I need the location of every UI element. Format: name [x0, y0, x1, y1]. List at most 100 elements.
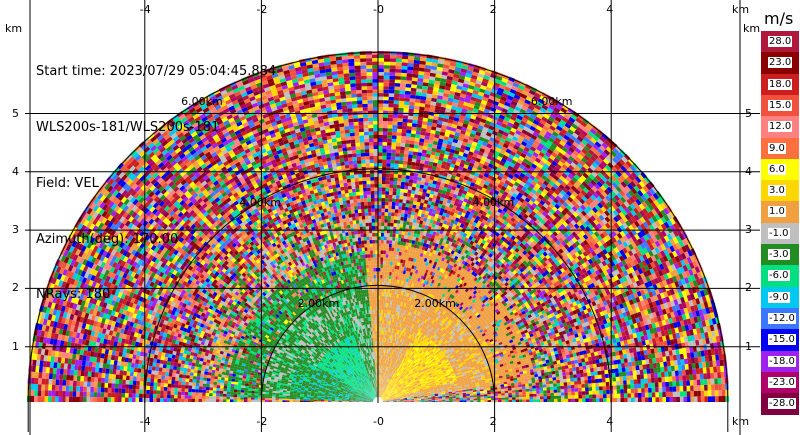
velocity-cell — [533, 399, 537, 402]
velocity-cell — [623, 380, 627, 385]
velocity-cell — [466, 394, 470, 396]
velocity-cell — [711, 390, 715, 397]
velocity-cell — [582, 365, 587, 370]
velocity-cell — [503, 365, 508, 369]
velocity-cell — [718, 353, 723, 361]
velocity-cell — [651, 387, 656, 393]
velocity-cell — [718, 384, 722, 391]
velocity-cell — [653, 367, 658, 373]
velocity-cell — [620, 358, 625, 364]
velocity-cell — [594, 375, 599, 380]
velocity-cell — [684, 358, 689, 365]
velocity-cell — [442, 399, 446, 401]
velocity-cell — [654, 382, 659, 388]
velocity-cell — [688, 363, 693, 370]
velocity-cell — [648, 387, 652, 393]
velocity-cell — [525, 391, 530, 395]
velocity-cell — [481, 375, 485, 379]
velocity-cell — [645, 397, 649, 402]
velocity-cell — [455, 396, 460, 398]
velocity-cell — [680, 359, 685, 365]
velocity-cell — [662, 324, 668, 331]
velocity-cell — [627, 343, 633, 349]
velocity-cell — [451, 391, 456, 393]
velocity-cell — [546, 390, 551, 394]
velocity-cell — [545, 359, 550, 364]
velocity-cell — [599, 394, 603, 399]
velocity-cell — [419, 389, 424, 392]
velocity-cell — [498, 397, 502, 400]
velocity-cell — [454, 387, 459, 390]
velocity-cell — [556, 382, 561, 387]
velocity-cell — [612, 338, 617, 344]
velocity-cell — [590, 371, 595, 376]
velocity-cell — [487, 392, 491, 395]
velocity-cell — [717, 347, 723, 355]
velocity-cell — [694, 322, 700, 329]
velocity-cell — [599, 390, 603, 395]
velocity-cell — [574, 388, 579, 392]
velocity-cell — [666, 323, 671, 330]
velocity-cell — [676, 386, 680, 392]
velocity-cell — [459, 396, 463, 398]
velocity-cell — [389, 400, 394, 401]
velocity-cell — [686, 352, 691, 359]
velocity-cell — [535, 379, 539, 383]
velocity-cell — [651, 382, 656, 388]
velocity-cell — [434, 392, 438, 394]
velocity-cell — [451, 388, 456, 391]
velocity-cell — [396, 398, 400, 400]
velocity-cell — [438, 393, 442, 395]
velocity-cell — [652, 362, 657, 369]
velocity-cell — [441, 396, 446, 398]
velocity-cell — [559, 356, 564, 360]
velocity-cell — [532, 393, 537, 397]
velocity-cell — [518, 384, 522, 388]
velocity-cell — [552, 357, 557, 362]
velocity-cell — [420, 394, 425, 396]
velocity-cell — [699, 373, 704, 380]
velocity-cell — [410, 398, 415, 400]
velocity-cell — [638, 360, 643, 366]
velocity-cell — [467, 380, 472, 383]
velocity-cell — [426, 388, 430, 390]
velocity-cell — [438, 394, 442, 396]
velocity-cell — [621, 367, 626, 372]
velocity-cell — [654, 377, 659, 383]
velocity-cell — [424, 395, 428, 397]
velocity-cell — [578, 391, 582, 395]
velocity-cell — [403, 401, 408, 402]
velocity-cell — [528, 383, 533, 387]
velocity-cell — [403, 396, 407, 398]
velocity-cell — [620, 340, 625, 346]
velocity-cell — [665, 391, 670, 397]
velocity-cell — [571, 388, 575, 392]
velocity-cell — [634, 356, 639, 362]
velocity-cell — [623, 393, 628, 398]
velocity-cell — [434, 394, 439, 396]
velocity-cell — [631, 361, 636, 367]
velocity-cell — [475, 384, 480, 387]
velocity-cell — [519, 397, 523, 400]
velocity-cell — [496, 380, 501, 384]
velocity-cell — [536, 396, 540, 400]
velocity-cell — [431, 401, 436, 402]
velocity-cell — [610, 360, 615, 366]
velocity-cell — [508, 368, 513, 372]
velocity-cell — [521, 365, 526, 369]
velocity-cell — [592, 363, 597, 368]
velocity-cell — [449, 380, 454, 383]
velocity-cell — [701, 320, 707, 327]
velocity-cell — [507, 388, 512, 391]
velocity-cell — [637, 355, 642, 361]
velocity-cell — [470, 378, 475, 381]
velocity-cell — [496, 384, 501, 388]
velocity-cell — [550, 398, 555, 402]
velocity-cell — [706, 325, 711, 332]
velocity-cell — [441, 391, 445, 394]
velocity-cell — [647, 378, 652, 384]
velocity-cell — [545, 375, 549, 379]
velocity-cell — [624, 362, 629, 368]
velocity-cell — [430, 390, 435, 392]
velocity-cell — [583, 369, 587, 374]
